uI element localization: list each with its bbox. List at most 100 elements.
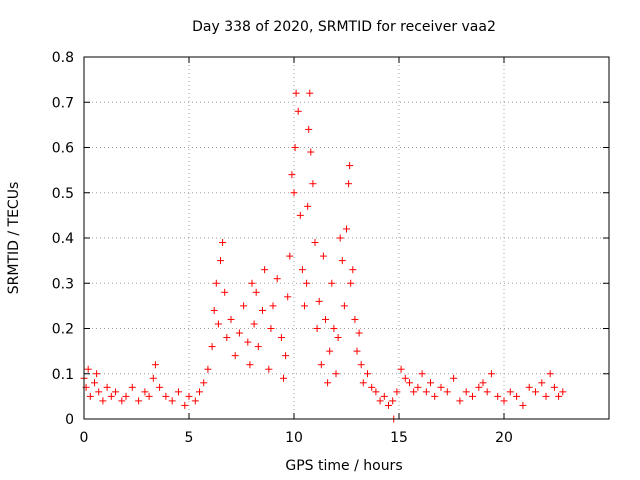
data-point (250, 320, 258, 328)
data-point (196, 388, 203, 396)
data-point (338, 257, 346, 265)
data-point (181, 401, 189, 409)
data-point (427, 379, 434, 387)
data-point (240, 302, 248, 310)
data-point (410, 388, 418, 396)
data-point (221, 288, 229, 296)
data-point (99, 397, 107, 405)
data-point (559, 388, 567, 396)
data-point (347, 279, 355, 287)
data-point (103, 383, 111, 391)
data-point (298, 266, 306, 274)
data-point (494, 392, 502, 400)
data-point (343, 225, 350, 233)
data-point (351, 315, 359, 323)
data-point (368, 383, 376, 391)
data-point (322, 315, 329, 323)
data-point (303, 279, 311, 287)
data-point (487, 370, 495, 378)
data-point (269, 302, 277, 310)
data-point (357, 361, 365, 369)
y-tick-label: 0.8 (52, 50, 74, 66)
y-tick-label: 0 (65, 412, 74, 428)
data-point (385, 401, 392, 409)
data-point (149, 374, 157, 382)
data-point (284, 293, 292, 301)
data-point (401, 374, 409, 382)
data-point (214, 320, 222, 328)
data-point (259, 306, 266, 314)
data-point (135, 397, 143, 405)
y-tick-label: 0.5 (52, 186, 74, 202)
data-point (235, 329, 243, 337)
data-point (479, 379, 487, 387)
data-point (555, 392, 563, 400)
data-point (313, 325, 321, 332)
data-point (305, 125, 313, 133)
data-point (389, 397, 397, 405)
data-point (330, 325, 338, 332)
data-point (175, 388, 182, 396)
data-point (336, 234, 344, 242)
y-tick-label: 0.1 (52, 367, 74, 383)
data-point (145, 392, 153, 400)
data-point (185, 392, 193, 400)
data-point (376, 397, 384, 405)
data-point (437, 383, 445, 391)
data-point (280, 374, 287, 382)
data-point (355, 329, 363, 337)
data-point (462, 388, 470, 396)
data-point (525, 383, 533, 391)
data-point (86, 392, 94, 400)
data-point (91, 379, 98, 387)
data-point (380, 392, 388, 400)
data-point (443, 388, 451, 396)
data-point (349, 266, 357, 274)
x-tick-label: 0 (80, 430, 89, 446)
data-point (406, 379, 413, 387)
data-point (292, 89, 300, 97)
data-point (128, 383, 136, 391)
x-tick-label: 15 (390, 430, 408, 446)
data-point (307, 148, 315, 156)
data-point (296, 211, 304, 219)
chart-title: Day 338 of 2020, SRMTID for receiver vaa… (192, 19, 496, 35)
data-point (231, 352, 239, 360)
data-point (542, 392, 550, 400)
data-point (277, 334, 285, 342)
data-point (345, 180, 353, 188)
data-point (546, 370, 554, 378)
data-point (332, 370, 340, 378)
y-tick-label: 0.3 (52, 276, 74, 292)
data-point (340, 302, 348, 310)
data-point (475, 383, 483, 391)
data-point (294, 107, 302, 115)
data-point (141, 388, 149, 396)
data-point (456, 397, 464, 405)
data-point (273, 275, 281, 283)
data-point (286, 252, 294, 260)
data-point (122, 392, 130, 400)
data-point (261, 266, 269, 274)
data-point (550, 383, 558, 391)
data-point (326, 347, 334, 355)
data-point (397, 365, 405, 373)
data-point (265, 365, 273, 373)
x-tick-label: 10 (285, 430, 303, 446)
data-point (315, 297, 323, 305)
data-point (267, 325, 275, 332)
data-point (414, 383, 422, 391)
data-point (301, 302, 308, 310)
data-point (208, 343, 216, 351)
data-point (227, 315, 235, 323)
data-point (324, 379, 332, 387)
y-tick-label: 0.7 (52, 95, 74, 111)
data-point (112, 388, 119, 396)
data-point (422, 388, 430, 396)
y-tick-label: 0.2 (52, 322, 74, 338)
data-point (291, 144, 299, 151)
data-point (162, 392, 170, 400)
data-point (483, 388, 491, 396)
